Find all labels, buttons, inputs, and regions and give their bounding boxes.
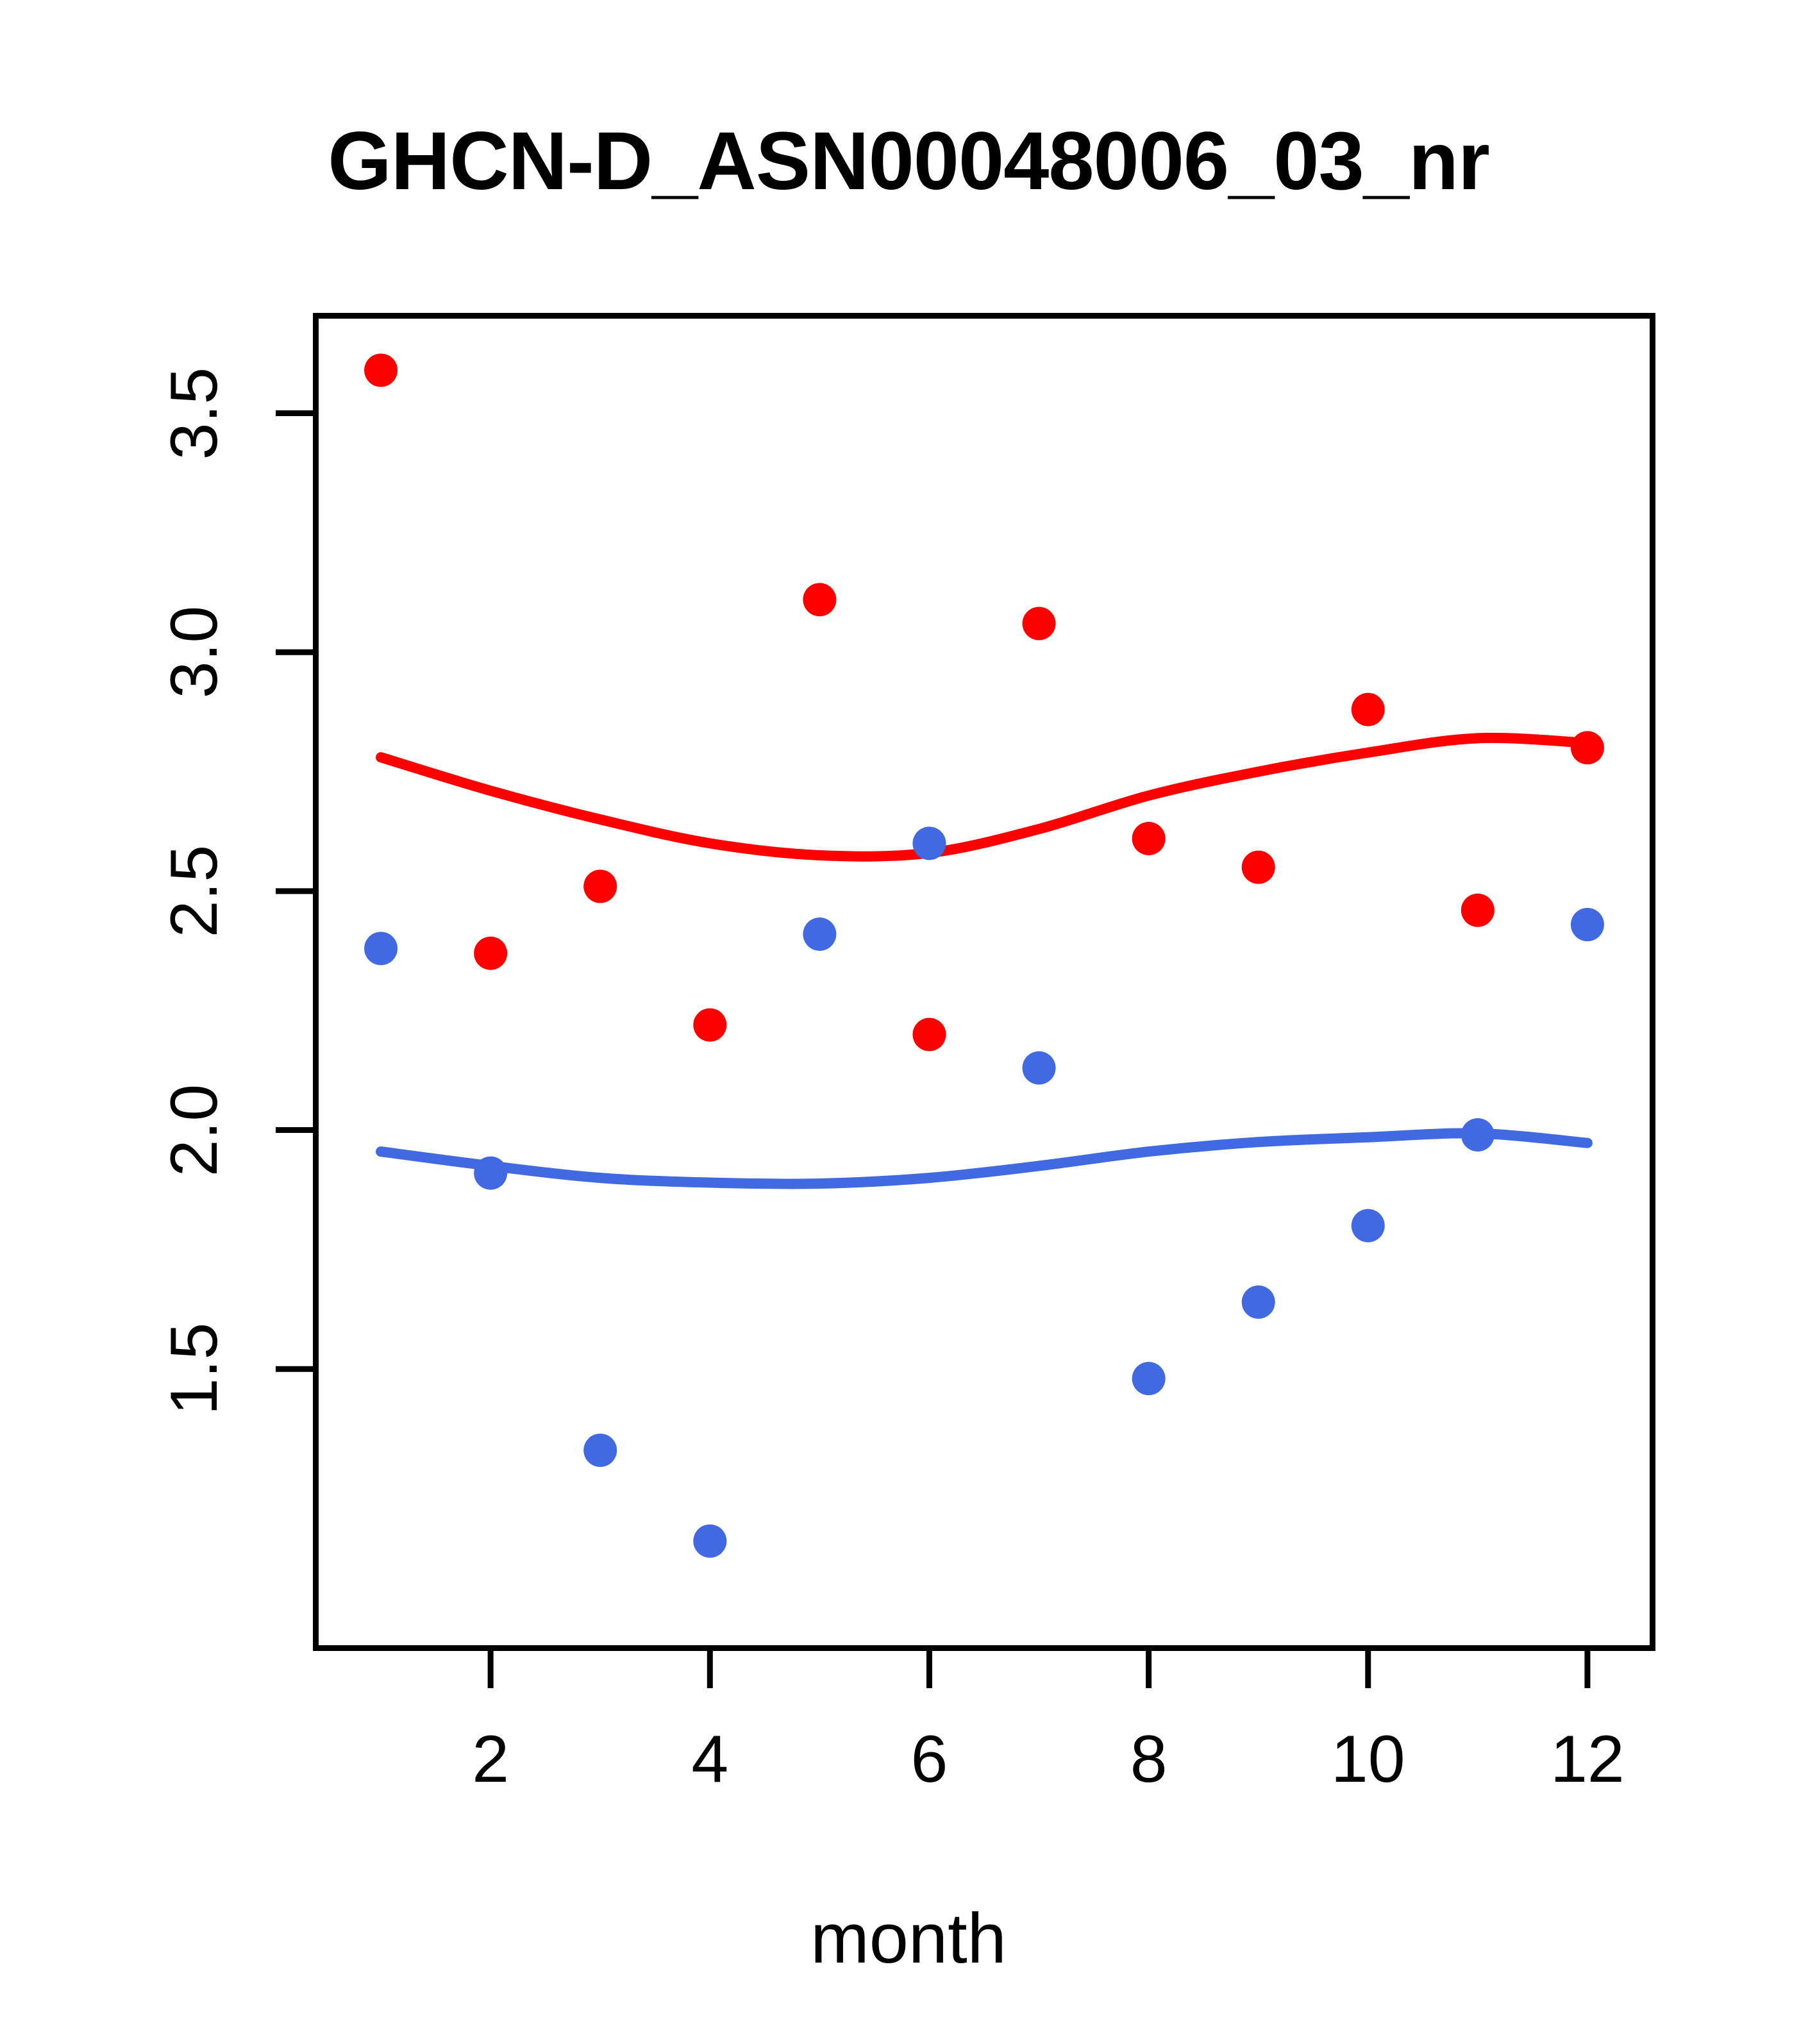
x-tick-label-6: 6 (910, 1722, 948, 1797)
data-point-red-points-6 (912, 1018, 946, 1051)
data-point-red-points-4 (693, 1008, 727, 1042)
x-tick-label-2: 2 (472, 1722, 510, 1797)
data-point-red-points-3 (583, 869, 617, 903)
trend-line-red-smooth (376, 732, 1593, 862)
data-point-red-points-9 (1241, 850, 1275, 884)
data-point-red-points-2 (474, 936, 508, 970)
chart-title: GHCN-D_ASN00048006_03_nr (328, 115, 1490, 207)
y-tick-label-3.5: 3.5 (157, 367, 231, 460)
smooth-lines (376, 732, 1593, 1189)
data-point-red-points-7 (1022, 607, 1056, 641)
data-point-blue-points-1 (364, 932, 398, 966)
data-point-red-points-8 (1132, 821, 1166, 855)
data-point-red-points-12 (1570, 731, 1604, 765)
data-point-red-points-10 (1351, 692, 1385, 726)
data-point-red-points-5 (803, 583, 837, 617)
trend-line-blue-smooth (376, 1128, 1593, 1189)
y-tick-label-2.0: 2.0 (157, 1084, 231, 1177)
x-axis-title: month (810, 1899, 1007, 1978)
data-points (364, 353, 1604, 1558)
data-point-blue-points-11 (1461, 1118, 1495, 1152)
data-point-blue-points-6 (912, 826, 946, 860)
y-tick-label-1.5: 1.5 (157, 1322, 231, 1416)
data-point-red-points-1 (364, 353, 398, 387)
data-point-blue-points-4 (693, 1524, 727, 1558)
x-tick-label-10: 10 (1330, 1722, 1405, 1797)
x-tick-label-8: 8 (1130, 1722, 1168, 1797)
y-tick-label-3.0: 3.0 (157, 605, 231, 699)
data-point-blue-points-8 (1132, 1362, 1166, 1396)
data-point-red-points-11 (1461, 893, 1495, 927)
data-point-blue-points-2 (474, 1156, 508, 1190)
data-point-blue-points-12 (1570, 908, 1604, 942)
y-tick-label-2.5: 2.5 (157, 844, 231, 938)
data-point-blue-points-7 (1022, 1051, 1056, 1085)
axis-ticks (276, 410, 1591, 1688)
data-point-blue-points-3 (583, 1433, 617, 1467)
data-point-blue-points-10 (1351, 1209, 1385, 1243)
plot-area (313, 313, 1655, 1651)
x-tick-label-4: 4 (691, 1722, 729, 1797)
data-point-blue-points-5 (803, 917, 837, 951)
x-tick-label-12: 12 (1550, 1722, 1625, 1797)
data-point-blue-points-9 (1241, 1285, 1275, 1319)
